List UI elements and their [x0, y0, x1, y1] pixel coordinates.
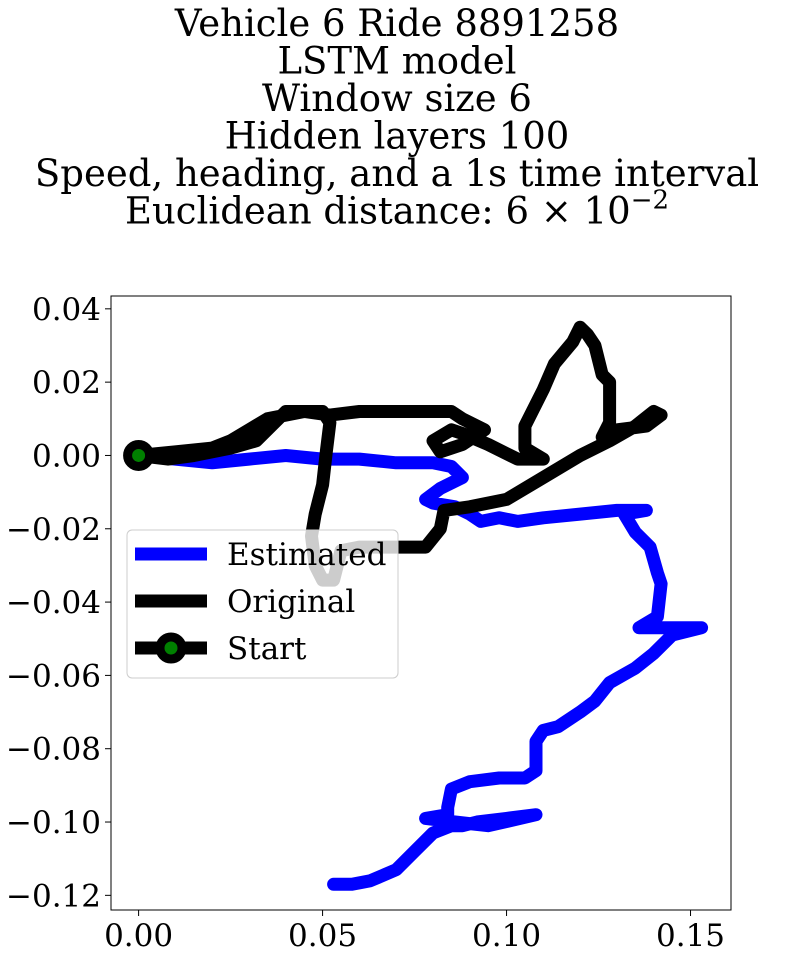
x-tick-label: 0.05 [288, 918, 357, 954]
y-tick-label: 0.00 [32, 438, 101, 474]
title-line-1: Vehicle 6 Ride 8891258 [174, 2, 619, 45]
start-marker [123, 439, 155, 471]
y-tick-label: 0.04 [32, 292, 101, 328]
x-tick-label: 0.15 [656, 918, 725, 954]
y-tick-label: 0.02 [32, 365, 101, 401]
title-exponent: −2 [631, 186, 669, 216]
title-line-3: Window size 6 [262, 77, 532, 120]
x-tick-label: 0.00 [104, 918, 173, 954]
series-lines [132, 320, 709, 891]
legend-start-marker [155, 632, 187, 664]
x-axis: 0.00 0.05 0.10 0.15 [104, 910, 725, 954]
title-line-2: LSTM model [277, 40, 516, 83]
y-tick-label: −0.06 [6, 658, 101, 694]
title-line-6: Euclidean distance: 6 × 10−2 [125, 186, 669, 233]
y-tick-label: −0.04 [6, 585, 101, 621]
series-line-original [132, 320, 668, 587]
legend: Estimated Original Start [126, 529, 399, 679]
y-tick-label: −0.10 [6, 805, 101, 841]
legend-label-estimated: Estimated [227, 537, 386, 573]
legend-box [126, 529, 399, 679]
x-tick-label: 0.10 [472, 918, 541, 954]
legend-label-original: Original [227, 584, 355, 620]
y-tick-label: −0.12 [6, 878, 101, 914]
y-tick-label: −0.08 [6, 732, 101, 768]
title-line-4: Hidden layers 100 [225, 115, 570, 158]
title-line-5: Speed, heading, and a 1s time interval [35, 152, 759, 195]
y-tick-label: −0.02 [6, 512, 101, 548]
y-axis: 0.04 0.02 0.00 −0.02 −0.04 −0.06 −0.08 −0.10 −0.… [6, 292, 111, 914]
legend-label-start: Start [227, 631, 307, 667]
series-line-estimated [132, 449, 709, 891]
